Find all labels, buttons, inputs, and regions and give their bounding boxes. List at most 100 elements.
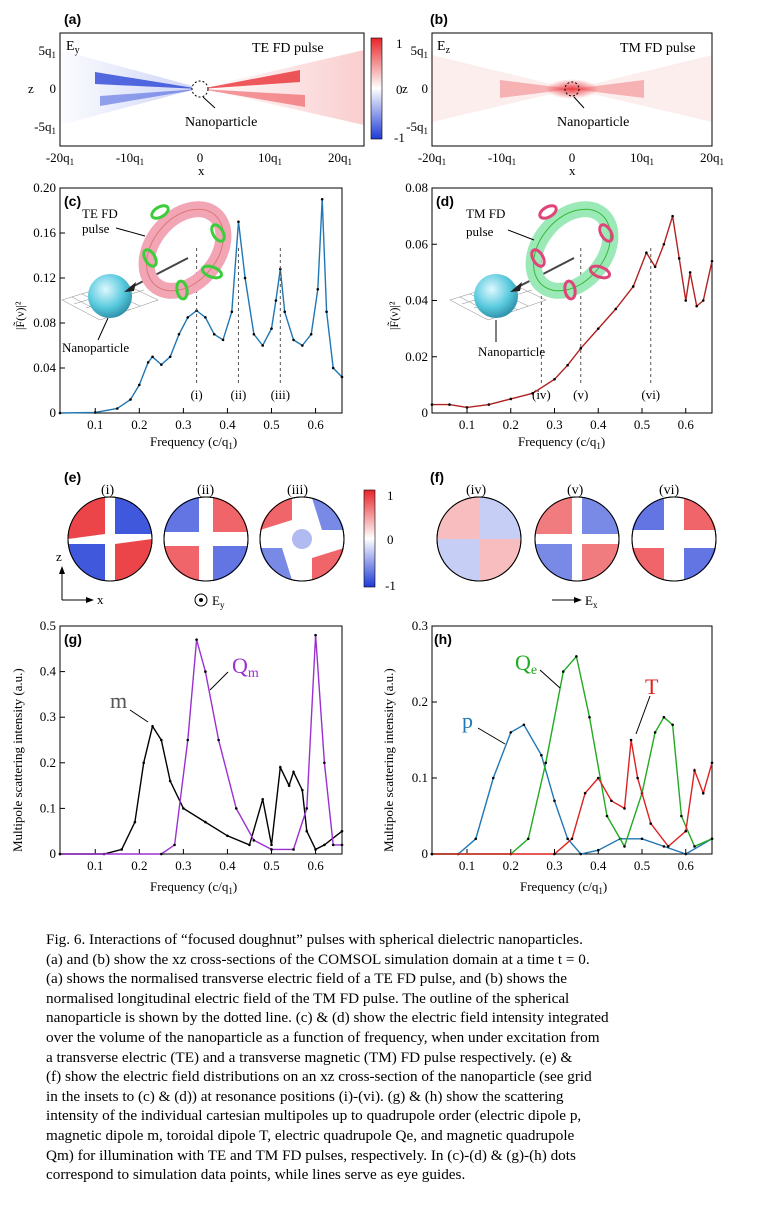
panel-c-letter: (c): [64, 193, 81, 209]
y-tick-label: 0.20: [33, 180, 56, 195]
x-tick-label: 0.3: [175, 858, 191, 873]
inset-c-title-line1: TE FD: [82, 206, 118, 221]
data-point: [168, 355, 172, 359]
data-point: [292, 338, 295, 342]
data-point: [270, 327, 273, 330]
y-tick-label: 0: [422, 846, 429, 861]
data-point: [693, 845, 696, 848]
panel-h-xlabel: Frequency (c/q1): [520, 879, 607, 896]
data-point: [623, 845, 626, 848]
caption-line: (f) show the electric field distribution…: [46, 1068, 592, 1086]
y-tick-label: 0.3: [40, 709, 56, 724]
panel-e-letter: (e): [64, 469, 81, 485]
y-tick-label: 0.4: [40, 664, 57, 679]
data-point: [323, 761, 326, 765]
panel-a: (a) Ey TE FD pulse Nanoparticle z 5q1 0 …: [28, 11, 405, 178]
data-point: [448, 403, 451, 406]
y-tick-label: 0: [50, 846, 57, 861]
panel-a-nanoparticle: Nanoparticle: [185, 115, 257, 130]
data-point: [629, 738, 633, 742]
data-point: [146, 361, 150, 364]
svg-text:0: 0: [569, 150, 576, 165]
panel-f-field: Ex: [585, 593, 598, 610]
panel-a-title: TE FD pulse: [252, 41, 324, 56]
x-tick-label: 0.5: [263, 858, 279, 873]
data-point: [195, 638, 198, 641]
svg-text:20q1: 20q1: [328, 150, 352, 167]
label-m: m: [110, 688, 127, 713]
panel-h-ylabel: Multipole scattering intensity (a.u.): [381, 668, 396, 852]
data-point: [340, 375, 344, 379]
data-point: [636, 776, 639, 780]
caption-line: over the volume of the nanoparticle as a…: [46, 1028, 600, 1046]
data-point: [653, 731, 657, 734]
data-point: [115, 407, 119, 410]
data-point: [204, 670, 207, 673]
x-tick-label: 0.1: [459, 417, 475, 432]
data-point: [684, 852, 688, 856]
colorbar-a-min: -1: [394, 130, 405, 145]
data-point: [526, 837, 530, 841]
x-tick-label: 0.3: [546, 858, 562, 873]
y-tick-label: 0.1: [40, 800, 56, 815]
chart-h: 0.1 0.2 0.3 0.4 0.5 0.6 0 0.1 0.2 0.3: [412, 618, 714, 873]
data-point: [314, 848, 317, 851]
data-point: [680, 814, 683, 818]
data-point: [710, 259, 714, 263]
caption-line: correspond to simulation data points, wh…: [46, 1166, 466, 1184]
x-tick-label: 0.6: [307, 417, 324, 432]
data-point: [596, 848, 600, 852]
x-tick-label: 0.1: [459, 858, 475, 873]
data-point: [509, 731, 513, 734]
panel-a-letter: (a): [64, 11, 81, 27]
svg-text:-10q1: -10q1: [488, 150, 516, 167]
data-point: [292, 848, 295, 851]
panel-b-zlabel: z: [402, 81, 408, 96]
chart-g: 0.1 0.2 0.3 0.4 0.5 0.6 0 0.1 0.2 0.3 0.4 0.5: [40, 618, 344, 873]
caption-line: normalised longitudinal electric field o…: [46, 989, 570, 1007]
caption-line: Qm) for illumination with TE and TM FD p…: [46, 1146, 576, 1164]
panel-f-letter: (f): [430, 469, 444, 485]
panel-a-xlabel: x: [198, 163, 205, 178]
svg-text:-20q1: -20q1: [46, 150, 74, 167]
panel-e-axis-x: x: [97, 592, 104, 607]
data-point: [186, 316, 190, 319]
data-point: [710, 837, 714, 841]
panel-d-xlabel: Frequency (c/q1): [518, 434, 605, 451]
data-point: [301, 788, 304, 792]
data-point: [645, 251, 648, 254]
data-point: [566, 363, 569, 367]
data-point: [487, 403, 491, 406]
y-tick-label: 0.5: [40, 618, 56, 633]
data-point: [160, 852, 163, 856]
x-tick-label: 0.1: [87, 858, 103, 873]
data-point: [274, 299, 278, 302]
x-tick-label: 0.4: [219, 858, 236, 873]
data-point: [610, 799, 613, 803]
data-point: [583, 791, 587, 795]
colorbar-e-max: 1: [387, 488, 394, 503]
colorbar-e: [363, 489, 376, 588]
colorbar-a-mid: 0: [396, 82, 403, 97]
plot-frame: [59, 625, 343, 855]
panel-c-xlabel: Frequency (c/q1): [150, 434, 237, 451]
panel-e-label-ii: (ii): [197, 483, 214, 498]
inset-d-nanoparticle: Nanoparticle: [478, 344, 545, 359]
series-line-d: [432, 215, 713, 409]
inset-d-title-line2: pulse: [466, 224, 494, 239]
panel-f-label-iv: (iv): [466, 483, 487, 498]
panel-f: (f) (iv) (v) (vi): [430, 469, 717, 610]
data-point: [531, 392, 534, 395]
data-point: [314, 633, 317, 637]
data-point: [221, 338, 225, 342]
data-point: [252, 332, 256, 336]
y-tick-label: 0.2: [40, 755, 56, 770]
data-point: [662, 715, 666, 719]
x-tick-label: 0.3: [546, 417, 562, 432]
x-tick-label: 0.6: [678, 858, 695, 873]
data-point: [93, 411, 97, 414]
x-tick-label: 0.4: [219, 417, 236, 432]
y-tick-label: 0.2: [412, 694, 428, 709]
chart-d: 0.1 0.2 0.3 0.4 0.5 0.6 0 0.02 0.04 0.06 0.08 (iv) (…: [405, 180, 714, 432]
figure-canvas: (a) Ey TE FD pulse Nanoparticle z 5q1 0 …: [10, 11, 724, 896]
